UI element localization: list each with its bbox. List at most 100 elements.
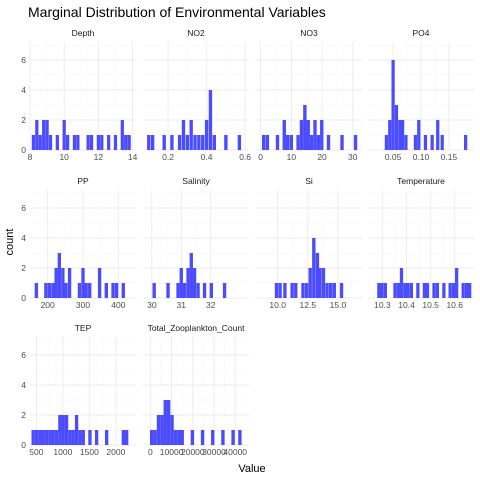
- x-tick-label: 2000: [106, 447, 125, 457]
- x-tick-label: 10.0: [269, 300, 286, 310]
- histogram-bar: [416, 283, 420, 298]
- histogram-bar: [224, 135, 228, 150]
- x-axis-title: Value: [238, 463, 265, 475]
- histogram-bar: [64, 415, 69, 445]
- facet-panel-no2: 0.2 0.4 0.6 NO2: [143, 28, 251, 162]
- histogram-bar: [313, 120, 317, 150]
- x-tick-label: 400: [111, 300, 125, 310]
- facet-strip-label: NO3: [300, 28, 318, 38]
- histogram-bar: [67, 268, 72, 298]
- x-tick-label: 12.5: [300, 300, 317, 310]
- facet-strip-label: Total_Zooplankton_Count: [148, 323, 246, 333]
- histogram-bar: [209, 283, 213, 298]
- x-tick-label: 10: [59, 152, 69, 162]
- histogram-bar: [149, 430, 154, 445]
- histogram-bar: [51, 430, 55, 445]
- histogram-bar: [65, 135, 70, 150]
- histogram-bar: [283, 283, 287, 298]
- histogram-bar: [54, 430, 59, 445]
- histogram-bar: [306, 120, 310, 150]
- y-tick-label: 2: [21, 115, 26, 125]
- histogram-bar: [464, 283, 469, 298]
- histogram-bar: [163, 400, 167, 445]
- facet-strip-label: Temperature: [397, 176, 445, 186]
- facet-panel-po4: 0.05 0.10 0.15 PO4: [368, 28, 474, 162]
- histogram-bar: [44, 283, 48, 298]
- histogram-bar: [435, 283, 440, 298]
- histogram-bar: [147, 135, 151, 150]
- x-tick-label: 0.10: [413, 152, 430, 162]
- histogram-bar: [404, 135, 408, 150]
- histogram-bar: [231, 430, 235, 445]
- histogram-bar: [51, 283, 55, 298]
- histogram-bar: [212, 135, 216, 150]
- histogram-bar: [156, 415, 161, 445]
- histogram-bar: [38, 430, 42, 445]
- histogram-bar: [464, 135, 468, 150]
- x-tick-label: 0.4: [201, 152, 213, 162]
- histogram-bar: [114, 283, 119, 298]
- histogram-bar: [440, 135, 444, 150]
- y-tick-label: 6: [21, 203, 26, 213]
- histogram-bar: [388, 120, 392, 150]
- x-tick-label: 12: [94, 152, 104, 162]
- x-tick-label: 30: [147, 300, 157, 310]
- histogram-bar: [413, 135, 418, 150]
- histogram-bar: [436, 120, 440, 150]
- histogram-bar: [58, 415, 62, 445]
- facet-strip-label: TEP: [75, 323, 92, 333]
- histogram-bar: [31, 135, 36, 150]
- histogram-bar: [383, 283, 387, 298]
- histogram-bar: [84, 283, 88, 298]
- histogram-bar: [320, 120, 324, 150]
- histogram-bar: [104, 430, 109, 445]
- x-tick-label: 30: [348, 152, 358, 162]
- facet-strip-label: PO4: [412, 28, 429, 38]
- histogram-bar: [468, 283, 472, 298]
- histogram-bar: [430, 135, 434, 150]
- histogram-bar: [104, 283, 108, 298]
- x-tick-label: 0: [258, 152, 263, 162]
- x-tick-label: 10.5: [422, 300, 439, 310]
- histogram-bar: [94, 430, 99, 445]
- histogram-bar: [406, 283, 410, 298]
- histogram-bar: [48, 135, 53, 150]
- histogram-bar: [399, 268, 404, 298]
- histogram-bar: [423, 135, 428, 150]
- histogram-bar: [321, 268, 326, 298]
- histogram-bar: [96, 135, 101, 150]
- histogram-bar: [303, 105, 307, 150]
- x-tick-label: 0.2: [162, 152, 174, 162]
- histogram-bar: [393, 283, 397, 298]
- histogram-bar: [88, 430, 92, 445]
- x-tick-label: 0.15: [441, 152, 458, 162]
- histogram-bar: [398, 120, 402, 150]
- histogram-bar: [377, 283, 381, 298]
- histogram-bar: [186, 268, 190, 298]
- histogram-bar: [285, 135, 290, 150]
- histogram-bar: [312, 238, 316, 298]
- histogram-bar: [88, 283, 92, 298]
- histogram-bar: [432, 283, 436, 298]
- facet-panel-no3: 0 10 20 30 NO3: [256, 28, 362, 162]
- x-tick-label: 300: [76, 300, 90, 310]
- y-tick-label: 4: [21, 380, 26, 390]
- histogram-bar: [182, 283, 187, 298]
- y-tick-label: 0: [21, 440, 26, 450]
- histogram-bar: [409, 283, 413, 298]
- histogram-bar: [211, 430, 215, 445]
- y-tick-label: 4: [21, 85, 26, 95]
- histogram-bar: [124, 135, 128, 150]
- y-tick-label: 0: [21, 145, 26, 155]
- x-tick-label: 1000: [53, 447, 72, 457]
- histogram-bar: [181, 120, 186, 150]
- histogram-bar: [180, 430, 184, 445]
- histogram-bar: [278, 283, 282, 298]
- histogram-bar: [275, 135, 280, 150]
- histogram-bar: [38, 135, 42, 150]
- histogram-bar: [54, 268, 58, 298]
- x-tick-label: 30000: [202, 447, 226, 457]
- histogram-bar: [78, 430, 82, 445]
